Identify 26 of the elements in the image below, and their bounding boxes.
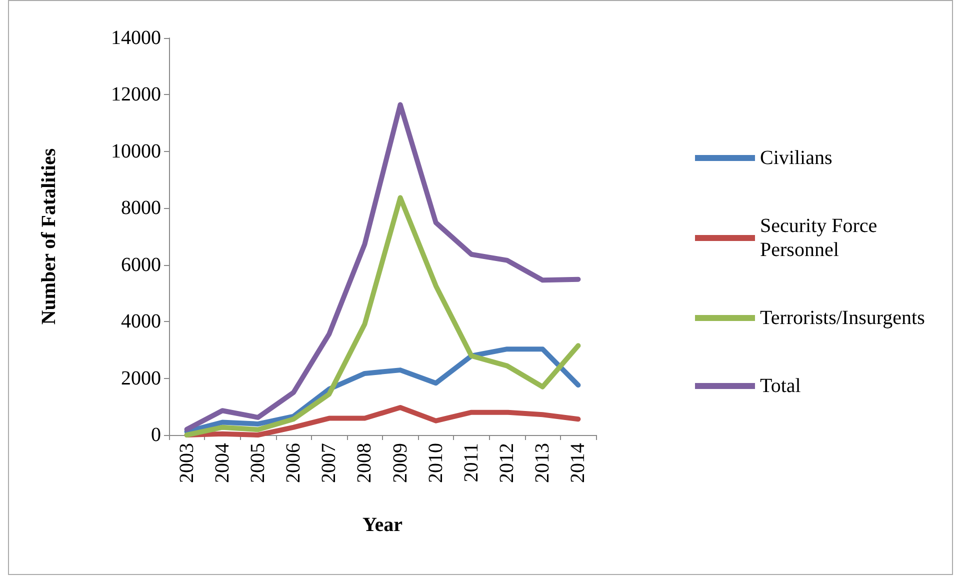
y-tick-label: 0 bbox=[151, 424, 161, 446]
x-tick-label: 2011 bbox=[460, 443, 482, 482]
x-tick-label: 2003 bbox=[176, 443, 198, 483]
legend-label: Total bbox=[760, 375, 802, 397]
x-tick-label: 2013 bbox=[532, 443, 554, 483]
y-tick-label: 8000 bbox=[121, 197, 161, 220]
x-tick-label: 2006 bbox=[282, 443, 305, 483]
y-tick-label: 2000 bbox=[121, 367, 161, 390]
x-tick-label: 2005 bbox=[246, 443, 269, 483]
x-tick-label: 2010 bbox=[424, 443, 447, 483]
y-tick-label: 12000 bbox=[111, 84, 161, 106]
x-tick-label: 2014 bbox=[567, 443, 590, 483]
y-tick-label: 6000 bbox=[121, 254, 161, 276]
x-tick-label: 2012 bbox=[496, 443, 518, 483]
y-tick-label: 14000 bbox=[111, 27, 161, 49]
legend-label: Terrorists/Insurgents bbox=[760, 307, 926, 329]
legend-label: Security Force Personnel bbox=[760, 215, 882, 261]
x-tick-label: 2004 bbox=[211, 443, 234, 483]
x-tick-label: 2007 bbox=[318, 443, 340, 483]
x-tick-label: 2008 bbox=[354, 443, 376, 483]
legend-label: Civilians bbox=[760, 147, 832, 169]
x-tick-label: 2009 bbox=[389, 443, 412, 483]
x-axis-title: Year bbox=[362, 514, 403, 536]
y-tick-label: 10000 bbox=[111, 140, 161, 162]
y-tick-label: 4000 bbox=[121, 310, 161, 333]
y-axis-title: Number of Fatalities bbox=[38, 148, 60, 325]
